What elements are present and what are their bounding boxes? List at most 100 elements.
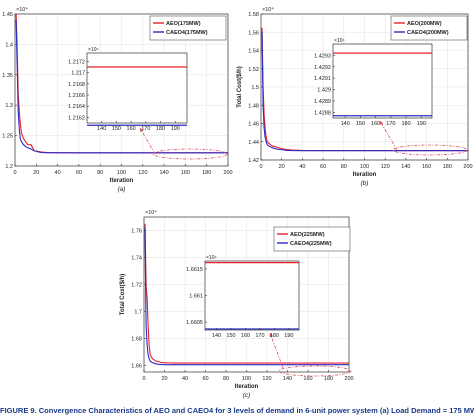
inset-exponent: ×10⁴ <box>334 38 345 44</box>
x-axis-title: Iteration <box>235 384 259 390</box>
zoom-region-ellipse <box>392 144 468 156</box>
y-tick-label: 1.46 <box>248 122 259 128</box>
inset-x-tick-label: 170 <box>386 121 395 127</box>
inset-x-tick-label: 140 <box>341 121 350 127</box>
inset-x-tick-label: 190 <box>284 333 293 339</box>
y-tick-label: 1.74 <box>131 255 142 261</box>
y-tick-label: 1.3 <box>5 103 13 109</box>
inset-y-tick-label: 1.2164 <box>68 104 85 110</box>
y-tick-label: 1.7 <box>134 309 142 315</box>
legend-label: AEO(225MW) <box>290 232 325 238</box>
y-tick-label: 1.45 <box>2 12 13 18</box>
panel-label: (a) <box>118 186 126 193</box>
x-tick-label: 140 <box>160 170 169 176</box>
inset-exponent: ×10⁴ <box>206 255 217 261</box>
inset-frame <box>332 43 433 119</box>
inset-y-tick-label: 1.4292 <box>314 65 331 71</box>
inset-x-tick-label: 190 <box>171 126 180 132</box>
x-tick-label: 80 <box>341 164 347 170</box>
inset-y-tick-label: 1.4288 <box>314 110 331 116</box>
y-axis-title: Total Cost($/h) <box>120 274 126 316</box>
inset-x-tick-label: 170 <box>255 333 264 339</box>
x-tick-label: 180 <box>324 376 333 382</box>
inset-x-tick-label: 140 <box>97 126 106 132</box>
zoom-arrow <box>139 127 156 155</box>
x-tick-label: 40 <box>299 164 305 170</box>
zoom-region-ellipse <box>152 148 228 160</box>
x-tick-label: 0 <box>259 164 262 170</box>
x-tick-label: 80 <box>97 170 103 176</box>
x-axis-title: Iteration <box>353 172 377 178</box>
y-tick-label: 1.42 <box>248 158 259 164</box>
inset-x-tick-label: 180 <box>270 333 279 339</box>
x-tick-label: 100 <box>242 376 251 382</box>
y-axis-title: Total Cost($/h) <box>237 66 243 108</box>
inset-y-tick-label: 1.2172 <box>68 59 85 65</box>
inset-y-tick-label: 1.6615 <box>186 267 203 273</box>
zoom-arrow-head <box>269 333 273 337</box>
inset-y-tick-label: 1.661 <box>189 294 203 300</box>
legend-label: CAEO4(200MW) <box>407 30 449 36</box>
x-tick-label: 60 <box>202 376 208 382</box>
x-tick-label: 120 <box>262 376 271 382</box>
axis-exponent: ×10⁴ <box>262 6 274 13</box>
inset-x-tick-label: 180 <box>402 121 411 127</box>
x-tick-label: 40 <box>55 170 61 176</box>
panel-label: (c) <box>243 392 251 399</box>
series-line <box>261 32 468 152</box>
inset-y-tick-label: 1.4289 <box>314 99 331 105</box>
y-tick-label: 1.52 <box>248 67 259 73</box>
axis-exponent: ×10⁴ <box>145 209 157 216</box>
inset-y-tick-label: 1.2168 <box>68 82 85 88</box>
x-tick-label: 20 <box>161 376 167 382</box>
y-tick-label: 1.68 <box>131 336 142 342</box>
convergence-figure: 0 20 40 60 80 100 120 140 160 180 2001.21.251.31.3… <box>2 6 472 399</box>
inset-x-tick-label: 180 <box>156 126 165 132</box>
x-tick-label: 60 <box>76 170 82 176</box>
x-tick-label: 40 <box>182 376 188 382</box>
inset-y-tick-label: 1.429 <box>317 88 331 94</box>
inset-frame <box>86 52 188 124</box>
y-tick-label: 1.35 <box>2 73 13 79</box>
y-tick-label: 1.76 <box>131 228 142 234</box>
x-tick-label: 180 <box>202 170 211 176</box>
x-tick-label: 0 <box>13 170 16 176</box>
x-tick-label: 20 <box>279 164 285 170</box>
y-tick-label: 1.58 <box>248 12 259 18</box>
x-tick-label: 120 <box>381 164 390 170</box>
y-tick-label: 1.48 <box>248 103 259 109</box>
zoom-arrow-head <box>380 121 384 125</box>
x-tick-label: 20 <box>33 170 39 176</box>
x-tick-label: 200 <box>463 164 472 170</box>
legend-label: CAEO4(175MW) <box>166 30 208 36</box>
zoom-arrow <box>379 120 398 151</box>
inset-x-tick-label: 150 <box>356 121 365 127</box>
inset-y-tick-label: 1.4293 <box>314 53 331 59</box>
inset-x-tick-label: 150 <box>226 333 235 339</box>
inset-y-tick-label: 1.2162 <box>68 115 85 121</box>
zoom-arrow <box>269 332 284 369</box>
legend-label: CAEO4(225MW) <box>290 241 332 247</box>
x-tick-label: 140 <box>283 376 292 382</box>
x-tick-label: 80 <box>223 376 229 382</box>
x-tick-label: 160 <box>181 170 190 176</box>
inset-frame <box>204 260 300 331</box>
inset-x-tick-label: 190 <box>417 121 426 127</box>
inset-x-tick-label: 160 <box>241 333 250 339</box>
zoom-arrow-head <box>140 128 144 132</box>
x-tick-label: 140 <box>401 164 410 170</box>
x-tick-label: 100 <box>360 164 369 170</box>
legend-box <box>390 15 468 41</box>
y-tick-label: 1.44 <box>248 140 259 146</box>
inset-exponent: ×10⁴ <box>88 47 99 53</box>
legend-box <box>273 226 351 252</box>
x-tick-label: 100 <box>117 170 126 176</box>
y-tick-label: 1.5 <box>251 85 259 91</box>
axis-exponent: ×10⁴ <box>16 6 28 13</box>
y-tick-label: 1.66 <box>131 363 142 369</box>
x-tick-label: 120 <box>138 170 147 176</box>
x-tick-label: 160 <box>422 164 431 170</box>
y-tick-label: 1.25 <box>2 134 13 140</box>
x-tick-label: 60 <box>320 164 326 170</box>
inset-x-tick-label: 160 <box>127 126 136 132</box>
